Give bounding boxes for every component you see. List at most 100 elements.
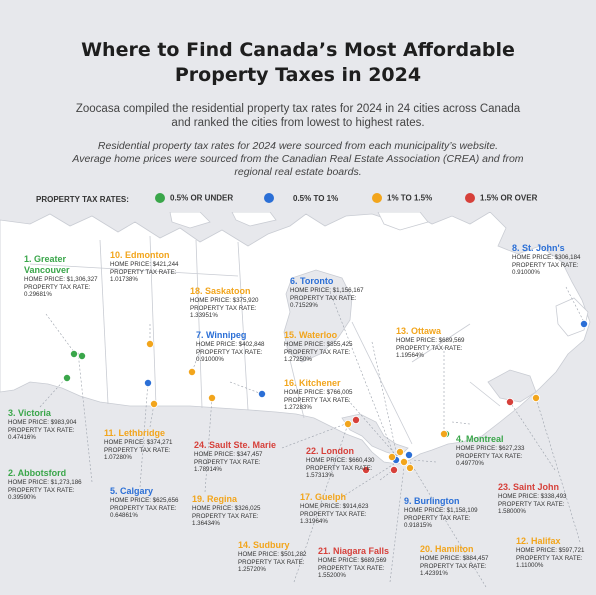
city-label-winnipeg: 7. Winnipeg HOME PRICE: $402,848 PROPERT… <box>196 330 276 364</box>
city-dots <box>63 320 589 474</box>
home-price-row: HOME PRICE: $347,457 <box>194 451 289 459</box>
home-price-label: HOME PRICE: <box>396 337 437 344</box>
city-label-lethbridge: 11. Lethbridge HOME PRICE: $374,271 PROP… <box>104 428 189 462</box>
home-price-row: HOME PRICE: $855,425 <box>284 341 369 349</box>
tax-rate-label: PROPERTY TAX RATE: <box>396 344 463 352</box>
city-label-hamilton: 20. Hamilton HOME PRICE: $884,457 PROPER… <box>420 544 510 578</box>
tax-rate-value: 1.55200% <box>318 572 346 580</box>
home-price-label: HOME PRICE: <box>284 341 325 348</box>
city-name: 2. Abbotsford <box>8 468 67 478</box>
tax-rate-label: PROPERTY TAX RATE: <box>318 564 385 572</box>
legend-dot <box>264 193 274 203</box>
city-name: 23. Saint John <box>498 482 560 492</box>
city-dot <box>532 393 541 402</box>
tax-rate-value: 1.78914% <box>194 466 222 474</box>
home-price-row: HOME PRICE: $914,623 <box>300 503 385 511</box>
legend-item-0-5-to-1: 0.5% TO 1% <box>264 193 338 207</box>
home-price-label: HOME PRICE: <box>284 389 325 396</box>
title-line-2: Property Taxes in 2024 <box>174 64 422 86</box>
home-price-value: $766,005 <box>326 389 353 396</box>
newfoundland <box>555 297 589 337</box>
legend-title: PROPERTY TAX RATES: <box>36 195 129 204</box>
tax-rate-label: PROPERTY TAX RATE: <box>284 396 351 404</box>
city-dot <box>143 378 152 387</box>
city-label-sudbury: 14. Sudbury HOME PRICE: $501,282 PROPERT… <box>238 540 323 574</box>
home-price-value: $689,569 <box>360 557 387 564</box>
home-price-value: $884,457 <box>462 555 489 562</box>
note-line-1: Residential property tax rates for 2024 … <box>97 140 499 152</box>
tax-rate-value: 1.31964% <box>300 518 328 526</box>
home-price-row: HOME PRICE: $338,493 <box>498 493 590 501</box>
city-label-calgary: 5. Calgary HOME PRICE: $625,656 PROPERTY… <box>110 486 195 520</box>
tax-rate-value: 1.36434% <box>192 520 220 528</box>
tax-rate-label: PROPERTY TAX RATE: <box>8 426 75 434</box>
home-price-row: HOME PRICE: $625,656 <box>110 497 195 505</box>
home-price-row: HOME PRICE: $1,156,167 <box>290 287 375 295</box>
home-price-label: HOME PRICE: <box>104 439 145 446</box>
home-price-value: $1,306,327 <box>66 276 98 283</box>
city-name: 13. Ottawa <box>396 326 442 336</box>
city-name: 9. Burlington <box>404 496 460 506</box>
home-price-label: HOME PRICE: <box>194 451 235 458</box>
city-name: 8. St. John's <box>512 243 565 253</box>
city-name: 4. Montreal <box>456 434 504 444</box>
home-price-row: HOME PRICE: $1,273,186 <box>8 479 98 487</box>
home-price-row: HOME PRICE: $374,271 <box>104 439 189 447</box>
home-price-row: HOME PRICE: $766,005 <box>284 389 369 397</box>
legend: PROPERTY TAX RATES: 0.5% OR UNDER 0.5% T… <box>0 193 596 207</box>
city-label-victoria: 3. Victoria HOME PRICE: $983,904 PROPERT… <box>8 408 93 442</box>
legend-dot <box>372 193 382 203</box>
home-price-row: HOME PRICE: $983,904 <box>8 419 93 427</box>
city-label-kitchener: 16. Kitchener HOME PRICE: $766,005 PROPE… <box>284 378 369 412</box>
home-price-value: $660,430 <box>348 457 375 464</box>
home-price-value: $1,156,167 <box>332 287 364 294</box>
home-price-value: $689,569 <box>438 337 465 344</box>
city-dot <box>387 452 396 461</box>
city-name: 20. Hamilton <box>420 544 474 554</box>
home-price-label: HOME PRICE: <box>290 287 331 294</box>
home-price-value: $421,244 <box>152 261 179 268</box>
city-label-halifax: 12. Halifax HOME PRICE: $597,721 PROPERT… <box>516 536 594 570</box>
home-price-value: $625,656 <box>152 497 179 504</box>
gulf-st-lawrence <box>487 369 537 403</box>
tax-rate-label: PROPERTY TAX RATE: <box>498 500 565 508</box>
hudson-bay <box>283 269 353 363</box>
home-price-value: $627,233 <box>498 445 525 452</box>
city-name-line-2: Vancouver <box>24 265 70 275</box>
legend-dot <box>465 193 475 203</box>
home-price-label: HOME PRICE: <box>404 507 445 514</box>
city-dot <box>145 339 154 348</box>
city-label-sault-ste-marie: 24. Sault Ste. Marie HOME PRICE: $347,45… <box>194 440 289 474</box>
city-label-abbotsford: 2. Abbotsford HOME PRICE: $1,273,186 PRO… <box>8 468 98 502</box>
home-price-value: $1,273,186 <box>50 479 82 486</box>
home-price-row: HOME PRICE: $627,233 <box>456 445 546 453</box>
home-price-value: $375,920 <box>232 297 259 304</box>
home-price-value: $914,623 <box>342 503 369 510</box>
tax-rate-value: 1.42391% <box>420 570 448 578</box>
tax-rate-value: 1.19564% <box>396 352 424 360</box>
city-dot <box>257 389 266 398</box>
tax-rate-label: PROPERTY TAX RATE: <box>290 294 357 302</box>
tax-rate-label: PROPERTY TAX RATE: <box>516 554 583 562</box>
home-price-value: $1,158,109 <box>446 507 478 514</box>
tax-rate-value: 1.25720% <box>238 566 266 574</box>
home-price-row: HOME PRICE: $689,569 <box>396 337 486 345</box>
city-dot <box>207 393 216 402</box>
home-price-value: $306,184 <box>554 254 581 261</box>
city-label-ottawa: 13. Ottawa HOME PRICE: $689,569 PROPERTY… <box>396 326 486 360</box>
page-title: Where to Find Canada’s Most Affordable P… <box>0 38 596 88</box>
home-price-label: HOME PRICE: <box>110 261 151 268</box>
tax-rate-value: 1.11000% <box>516 562 544 570</box>
city-dot <box>78 351 87 360</box>
source-note: Residential property tax rates for 2024 … <box>40 140 556 179</box>
tax-rate-value: 1.27283% <box>284 404 312 412</box>
city-name: 7. Winnipeg <box>196 330 247 340</box>
tax-rate-label: PROPERTY TAX RATE: <box>194 458 261 466</box>
city-name: 21. Niagara Falls <box>318 546 390 556</box>
home-price-row: HOME PRICE: $501,282 <box>238 551 323 559</box>
home-price-row: HOME PRICE: $402,848 <box>196 341 276 349</box>
tax-rate-label: PROPERTY TAX RATE: <box>24 283 91 291</box>
home-price-row: HOME PRICE: $326,025 <box>192 505 277 513</box>
legend-label: 1.5% OR OVER <box>480 193 538 203</box>
tax-rate-value: 1.01738% <box>110 276 138 284</box>
